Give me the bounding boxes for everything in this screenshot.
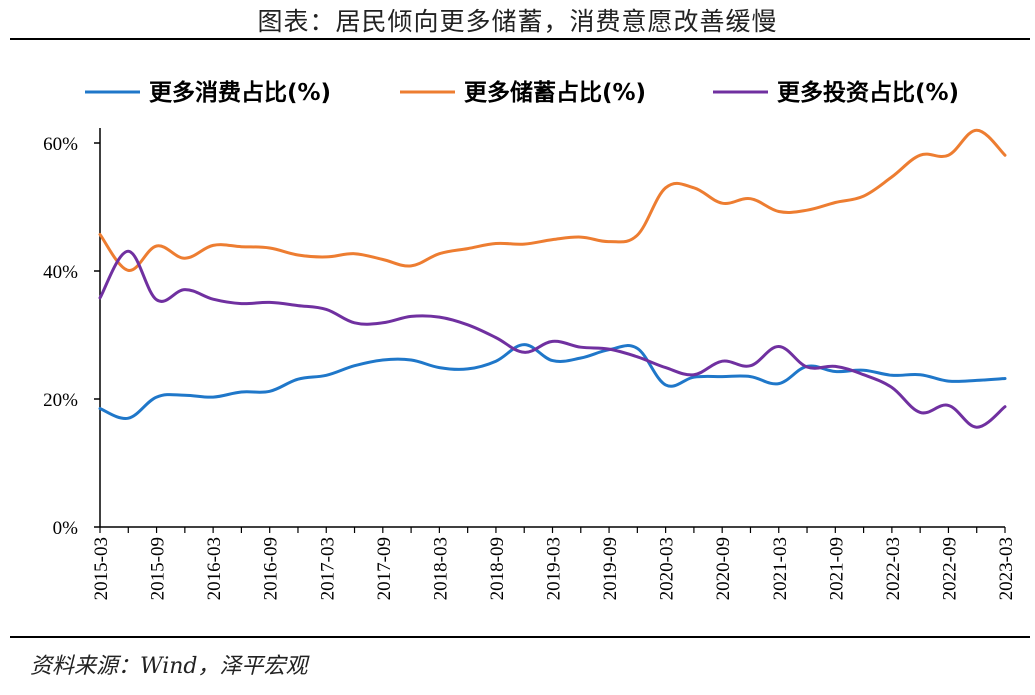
x-tick-label: 2020-09: [713, 537, 734, 600]
x-tick-label: 2021-09: [826, 537, 847, 600]
y-tick-label: 0%: [53, 518, 79, 539]
x-tick-label: 2021-03: [770, 537, 791, 600]
x-tick-label: 2016-09: [261, 537, 282, 600]
x-tick-label: 2018-09: [487, 537, 508, 600]
bottom-rule: [10, 636, 1030, 638]
chart-title: 图表：居民倾向更多储蓄，消费意愿改善缓慢: [257, 7, 778, 36]
x-tick-label: 2023-03: [996, 537, 1017, 600]
series-line-1: [98, 343, 1007, 420]
x-tick-label: 2019-03: [544, 537, 565, 600]
legend-label-1: 更多消费占比(%): [149, 79, 331, 106]
x-tick-label: 2017-03: [317, 537, 338, 600]
series-lines: [98, 128, 1007, 429]
series-line-2: [98, 128, 1007, 272]
x-tick-label: 2018-03: [430, 537, 451, 600]
x-tick-label: 2016-03: [204, 537, 225, 600]
legend-label-3: 更多投资占比(%): [777, 79, 959, 106]
legend-label-2: 更多储蓄占比(%): [464, 79, 646, 106]
x-tick-label: 2019-09: [600, 537, 621, 600]
x-tick-label: 2015-03: [91, 537, 112, 600]
x-tick-label: 2020-03: [657, 537, 678, 600]
axes: 0% 20% 40% 60% 2015-03 2015-09 2016-03 2016-09 2…: [43, 128, 1017, 600]
top-rule: [10, 38, 1030, 40]
y-tick-label: 20%: [43, 390, 78, 411]
x-tick-label: 2017-09: [374, 537, 395, 600]
series-line-3: [98, 249, 1007, 429]
x-tick-label: 2022-09: [939, 537, 960, 600]
source-note: 资料来源：Wind，泽平宏观: [30, 654, 308, 679]
y-tick-label: 40%: [43, 262, 78, 283]
x-tick-label: 2015-09: [148, 537, 169, 600]
x-tick-label: 2022-03: [883, 537, 904, 600]
y-tick-label: 60%: [43, 134, 78, 155]
legend: 更多消费占比(%) 更多储蓄占比(%) 更多投资占比(%): [85, 79, 959, 106]
